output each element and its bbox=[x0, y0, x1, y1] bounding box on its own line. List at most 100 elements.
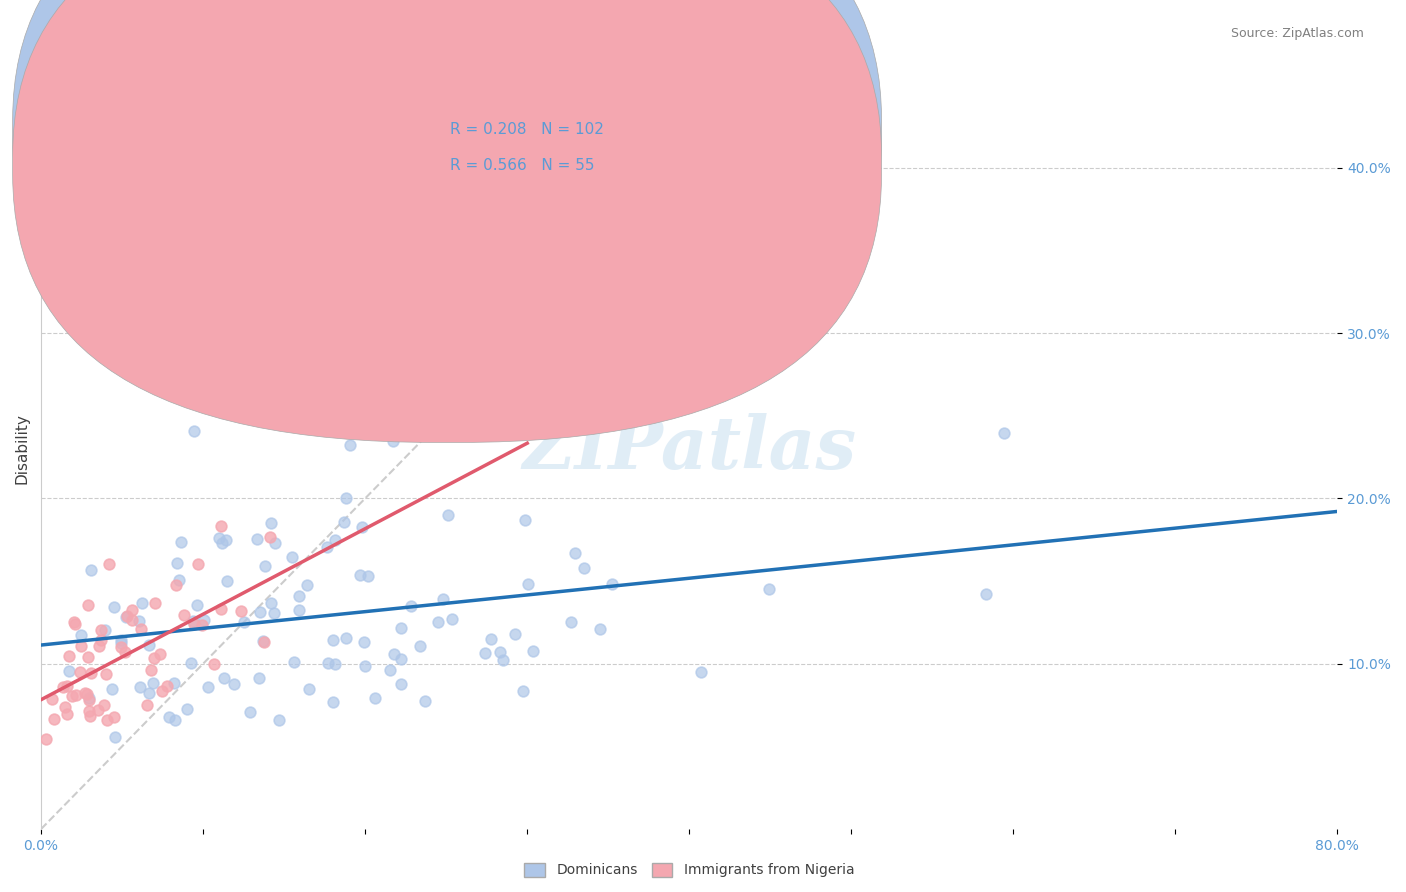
Point bbox=[77, 598, 100, 612]
Point bbox=[90, 633, 112, 648]
Point bbox=[382, 647, 405, 661]
Point bbox=[76, 650, 98, 665]
Point bbox=[131, 596, 153, 610]
Point bbox=[474, 646, 496, 660]
Point bbox=[415, 694, 437, 708]
Point bbox=[316, 541, 339, 555]
Point bbox=[560, 615, 582, 630]
Point bbox=[157, 710, 180, 724]
Point bbox=[121, 613, 143, 627]
Point bbox=[209, 601, 232, 615]
Text: R = 0.566   N = 55: R = 0.566 N = 55 bbox=[450, 158, 595, 172]
Point bbox=[156, 680, 179, 694]
Point bbox=[193, 613, 215, 627]
Point bbox=[353, 659, 375, 673]
Point bbox=[613, 413, 636, 427]
Point bbox=[600, 577, 623, 591]
Point bbox=[138, 638, 160, 652]
Point bbox=[259, 530, 281, 544]
Point bbox=[432, 592, 454, 607]
Point bbox=[202, 657, 225, 672]
Point bbox=[389, 621, 412, 635]
Point bbox=[79, 709, 101, 723]
Point bbox=[73, 686, 96, 700]
Point bbox=[56, 679, 79, 693]
Point bbox=[267, 713, 290, 727]
Point bbox=[110, 632, 132, 647]
Point bbox=[58, 648, 80, 663]
Point bbox=[94, 624, 117, 638]
Point bbox=[93, 698, 115, 712]
Point bbox=[53, 699, 76, 714]
Point bbox=[186, 598, 208, 612]
Point bbox=[252, 634, 274, 648]
Point bbox=[110, 635, 132, 649]
Point bbox=[190, 618, 212, 632]
Point bbox=[142, 651, 165, 665]
Point bbox=[325, 533, 347, 548]
Point bbox=[138, 686, 160, 700]
Point bbox=[253, 634, 276, 648]
Point bbox=[114, 645, 136, 659]
Point bbox=[364, 691, 387, 706]
Point bbox=[209, 519, 232, 533]
Point bbox=[349, 568, 371, 582]
Point bbox=[97, 557, 120, 571]
Point bbox=[79, 665, 101, 680]
Point bbox=[129, 681, 152, 695]
Point bbox=[60, 689, 83, 703]
Point bbox=[87, 703, 110, 717]
Point bbox=[173, 608, 195, 623]
Point bbox=[121, 603, 143, 617]
Point bbox=[44, 713, 66, 727]
Point bbox=[117, 609, 139, 624]
Point bbox=[295, 578, 318, 592]
Point bbox=[263, 536, 285, 550]
Point bbox=[381, 434, 404, 449]
Point bbox=[166, 556, 188, 570]
Point bbox=[163, 714, 186, 728]
Point bbox=[690, 665, 713, 680]
Point bbox=[70, 628, 93, 642]
Point bbox=[758, 582, 780, 596]
Point bbox=[479, 632, 502, 646]
Point bbox=[259, 596, 281, 610]
Point bbox=[389, 677, 412, 691]
Point bbox=[298, 682, 321, 697]
Point bbox=[56, 707, 79, 722]
Point bbox=[129, 622, 152, 636]
Point bbox=[69, 665, 91, 679]
Point bbox=[335, 491, 357, 506]
Point bbox=[128, 614, 150, 628]
Point bbox=[76, 687, 98, 701]
Point bbox=[101, 681, 124, 696]
Point bbox=[229, 603, 252, 617]
Point bbox=[512, 684, 534, 698]
Point bbox=[215, 533, 238, 547]
Point bbox=[70, 639, 93, 653]
Point bbox=[176, 702, 198, 716]
Point bbox=[247, 671, 270, 685]
Point bbox=[399, 599, 422, 613]
Point bbox=[77, 693, 100, 707]
Point bbox=[322, 695, 344, 709]
Point bbox=[339, 438, 361, 452]
Point bbox=[65, 616, 87, 631]
Point bbox=[426, 615, 449, 629]
Text: ZIPatlas: ZIPatlas bbox=[522, 413, 856, 484]
Point bbox=[90, 623, 112, 637]
Point bbox=[163, 676, 186, 690]
Point bbox=[513, 512, 536, 526]
Point bbox=[253, 559, 276, 574]
Point bbox=[288, 589, 311, 603]
Point bbox=[440, 611, 463, 625]
Point bbox=[589, 622, 612, 636]
Point bbox=[233, 615, 256, 630]
Point bbox=[77, 690, 100, 705]
Legend: Dominicans, Immigrants from Nigeria: Dominicans, Immigrants from Nigeria bbox=[519, 857, 859, 883]
Point bbox=[165, 578, 187, 592]
Point bbox=[288, 603, 311, 617]
Point bbox=[149, 647, 172, 661]
Point bbox=[167, 573, 190, 587]
Point bbox=[389, 652, 412, 666]
